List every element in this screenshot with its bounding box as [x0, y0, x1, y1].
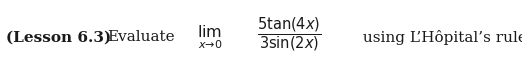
Text: $\dfrac{5\tan(4x)}{3\sin(2x)}$: $\dfrac{5\tan(4x)}{3\sin(2x)}$ — [257, 16, 322, 53]
Text: Evaluate: Evaluate — [107, 30, 175, 44]
Text: (Lesson 6.3): (Lesson 6.3) — [6, 30, 112, 44]
Text: $\lim_{x\to 0}$: $\lim_{x\to 0}$ — [197, 24, 223, 51]
Text: using L’Hôpital’s rule.: using L’Hôpital’s rule. — [358, 30, 522, 45]
